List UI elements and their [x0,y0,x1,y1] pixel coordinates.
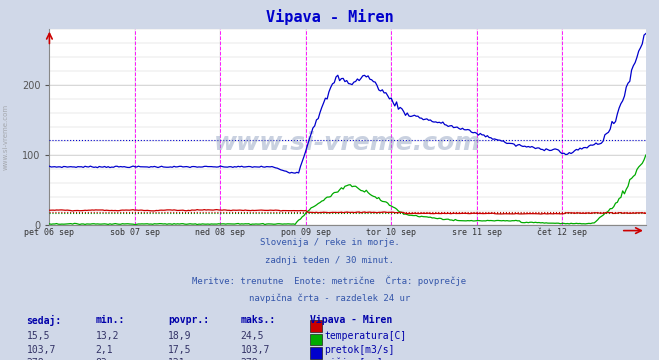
Text: Meritve: trenutne  Enote: metrične  Črta: povprečje: Meritve: trenutne Enote: metrične Črta: … [192,275,467,285]
Text: 17,5: 17,5 [168,345,192,355]
Text: 278: 278 [241,358,258,360]
Text: Vipava - Miren: Vipava - Miren [266,9,393,25]
Text: čet 12 sep: čet 12 sep [537,228,587,237]
Text: 2,1: 2,1 [96,345,113,355]
Text: višina[cm]: višina[cm] [324,358,383,360]
Text: pet 06 sep: pet 06 sep [24,228,74,237]
Text: 18,9: 18,9 [168,331,192,341]
Text: 24,5: 24,5 [241,331,264,341]
Text: sedaj:: sedaj: [26,315,61,326]
Text: sob 07 sep: sob 07 sep [110,228,160,237]
Text: pretok[m3/s]: pretok[m3/s] [324,345,395,355]
Text: 121: 121 [168,358,186,360]
Text: temperatura[C]: temperatura[C] [324,331,407,341]
Text: ned 08 sep: ned 08 sep [195,228,245,237]
Text: 83: 83 [96,358,107,360]
Text: maks.:: maks.: [241,315,275,325]
Text: 15,5: 15,5 [26,331,50,341]
Text: www.si-vreme.com: www.si-vreme.com [2,104,9,170]
Text: 278: 278 [26,358,44,360]
Text: tor 10 sep: tor 10 sep [366,228,416,237]
Text: 13,2: 13,2 [96,331,119,341]
Text: Vipava - Miren: Vipava - Miren [310,315,392,325]
Text: Slovenija / reke in morje.: Slovenija / reke in morje. [260,238,399,247]
Text: min.:: min.: [96,315,125,325]
Text: www.si-vreme.com: www.si-vreme.com [214,131,481,154]
Text: povpr.:: povpr.: [168,315,209,325]
Text: navpična črta - razdelek 24 ur: navpična črta - razdelek 24 ur [249,294,410,303]
Text: zadnji teden / 30 minut.: zadnji teden / 30 minut. [265,256,394,265]
Text: pon 09 sep: pon 09 sep [281,228,331,237]
Text: 103,7: 103,7 [26,345,56,355]
Text: sre 11 sep: sre 11 sep [451,228,501,237]
Text: 103,7: 103,7 [241,345,270,355]
